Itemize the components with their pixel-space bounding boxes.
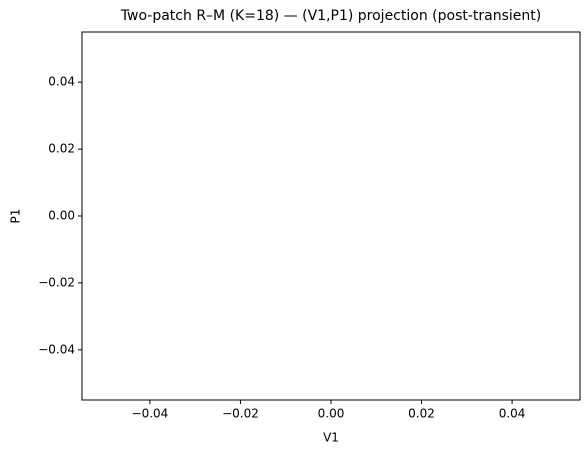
x-axis-label: V1 <box>323 431 339 445</box>
x-tick-label: 0.04 <box>499 407 526 421</box>
x-tick-label: 0.00 <box>318 407 345 421</box>
y-tick-label: 0.04 <box>48 75 75 89</box>
x-tick-label: 0.02 <box>408 407 435 421</box>
y-tick-label: −0.02 <box>38 275 75 289</box>
x-tick-label: −0.02 <box>222 407 259 421</box>
y-axis-label: P1 <box>9 209 23 224</box>
y-tick-label: −0.04 <box>38 342 75 356</box>
y-tick-label: 0.02 <box>48 142 75 156</box>
chart-title: Two-patch R–M (K=18) — (V1,P1) projectio… <box>120 8 541 24</box>
plot-frame <box>81 31 581 401</box>
x-tick-label: −0.04 <box>132 407 169 421</box>
y-tick-label: 0.00 <box>48 209 75 223</box>
